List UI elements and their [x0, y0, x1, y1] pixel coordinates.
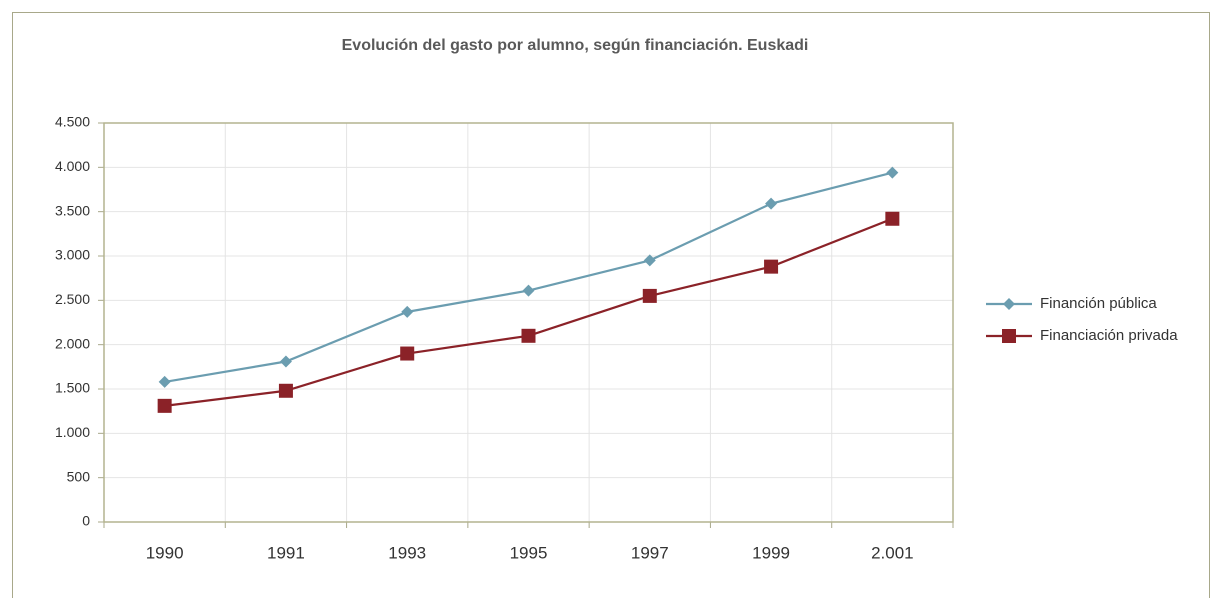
- y-tick-label: 1.500: [55, 380, 90, 396]
- y-tick-label: 4.500: [55, 114, 90, 130]
- marker: [279, 355, 292, 368]
- marker: [400, 346, 415, 361]
- marker: [401, 305, 414, 318]
- legend-label: Financiación privada: [1040, 327, 1178, 344]
- marker: [158, 375, 171, 388]
- marker: [765, 197, 778, 210]
- marker: [886, 166, 899, 179]
- marker: [642, 288, 657, 303]
- y-tick-label: 500: [67, 468, 91, 484]
- x-tick-label: 1995: [510, 543, 548, 562]
- y-tick-label: 3.500: [55, 202, 90, 218]
- x-tick-label: 1991: [267, 543, 305, 562]
- y-tick-label: 3.000: [55, 247, 90, 263]
- marker: [764, 259, 779, 274]
- marker: [522, 284, 535, 297]
- chart-border: [12, 12, 1210, 598]
- marker: [278, 383, 293, 398]
- chart-title: Evolución del gasto por alumno, según fi…: [342, 37, 809, 54]
- x-tick-label: 1997: [631, 543, 669, 562]
- y-tick-label: 4.000: [55, 158, 90, 174]
- marker: [521, 328, 536, 343]
- y-tick-label: 2.500: [55, 291, 90, 307]
- legend-label: Financión pública: [1040, 295, 1157, 312]
- x-tick-label: 1993: [388, 543, 426, 562]
- marker: [157, 398, 172, 413]
- x-tick-label: 2.001: [871, 543, 914, 562]
- plot-area: [103, 122, 954, 523]
- marker: [643, 254, 656, 267]
- marker: [1002, 329, 1016, 343]
- x-tick-label: 1990: [146, 543, 184, 562]
- x-tick-label: 1999: [752, 543, 790, 562]
- y-tick-label: 1.000: [55, 424, 90, 440]
- y-tick-label: 0: [82, 513, 90, 529]
- y-tick-label: 2.000: [55, 335, 90, 351]
- marker: [885, 211, 900, 226]
- marker: [1003, 298, 1015, 310]
